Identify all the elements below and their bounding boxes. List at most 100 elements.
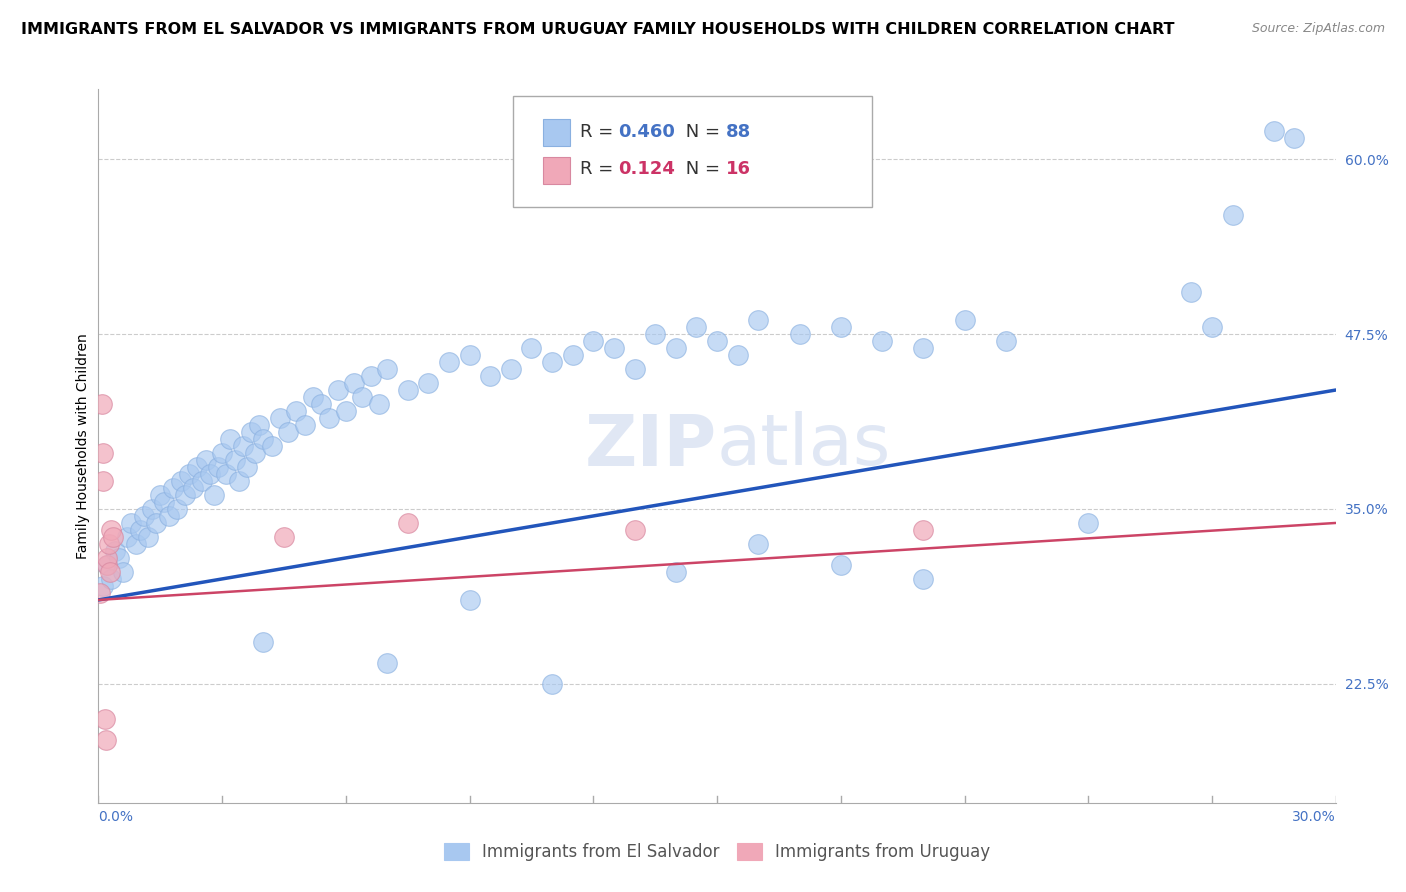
Point <box>665 341 688 355</box>
Point <box>912 572 935 586</box>
Point <box>94 732 117 747</box>
Point <box>747 313 769 327</box>
Point <box>224 453 246 467</box>
Point <box>479 369 502 384</box>
Point <box>541 677 564 691</box>
Point <box>198 467 221 481</box>
Point <box>132 508 155 523</box>
Text: R =: R = <box>579 161 619 178</box>
Point <box>207 460 229 475</box>
Point <box>179 467 201 481</box>
Text: IMMIGRANTS FROM EL SALVADOR VS IMMIGRANTS FROM URUGUAY FAMILY HOUSEHOLDS WITH CH: IMMIGRANTS FROM EL SALVADOR VS IMMIGRANT… <box>21 22 1174 37</box>
Point <box>1180 285 1202 299</box>
Point <box>499 362 522 376</box>
Point <box>1201 320 1223 334</box>
Point <box>162 481 184 495</box>
Point <box>665 565 688 579</box>
Point <box>236 460 259 475</box>
Point <box>93 712 115 726</box>
Text: R =: R = <box>579 123 619 141</box>
Text: ZIP: ZIP <box>585 411 717 481</box>
Point <box>603 341 626 355</box>
FancyBboxPatch shape <box>543 157 569 184</box>
Point <box>1284 131 1306 145</box>
Point <box>100 523 122 537</box>
Point <box>211 446 233 460</box>
Text: 0.460: 0.460 <box>619 123 675 141</box>
Point <box>418 376 440 390</box>
Point <box>252 635 274 649</box>
Point <box>541 355 564 369</box>
Point <box>136 530 159 544</box>
Point <box>706 334 728 348</box>
FancyBboxPatch shape <box>513 96 872 207</box>
Point <box>561 348 583 362</box>
Point <box>623 362 645 376</box>
Point <box>170 474 193 488</box>
Legend: Immigrants from El Salvador, Immigrants from Uruguay: Immigrants from El Salvador, Immigrants … <box>439 838 995 866</box>
Point <box>1077 516 1099 530</box>
Point <box>149 488 172 502</box>
Point <box>186 460 208 475</box>
Point <box>101 530 124 544</box>
Point <box>582 334 605 348</box>
Y-axis label: Family Households with Children: Family Households with Children <box>76 333 90 559</box>
Point <box>219 432 242 446</box>
Point <box>1222 208 1244 222</box>
Text: N =: N = <box>681 123 725 141</box>
Point <box>277 425 299 439</box>
Point <box>623 523 645 537</box>
Point <box>243 446 266 460</box>
Point <box>335 404 357 418</box>
Point <box>91 446 114 460</box>
Point <box>228 474 250 488</box>
Point <box>100 572 122 586</box>
Point <box>727 348 749 362</box>
Point <box>247 417 270 432</box>
Text: N =: N = <box>681 161 725 178</box>
Text: 0.124: 0.124 <box>619 161 675 178</box>
Point <box>240 425 263 439</box>
Point <box>396 516 419 530</box>
Point <box>309 397 332 411</box>
Point <box>953 313 976 327</box>
Point <box>747 537 769 551</box>
Point <box>153 495 176 509</box>
Point <box>685 320 707 334</box>
Point <box>1263 124 1285 138</box>
Point <box>97 537 120 551</box>
Point <box>912 341 935 355</box>
Point <box>166 502 188 516</box>
Point <box>285 404 308 418</box>
Point <box>375 656 398 670</box>
Point <box>174 488 197 502</box>
Point <box>141 502 163 516</box>
Text: 16: 16 <box>725 161 751 178</box>
Text: 0.0%: 0.0% <box>98 810 134 824</box>
Point <box>326 383 349 397</box>
Point <box>157 508 180 523</box>
Point <box>273 530 295 544</box>
Point <box>437 355 460 369</box>
Point <box>375 362 398 376</box>
Point <box>96 550 118 565</box>
Point <box>98 565 121 579</box>
Point <box>190 474 212 488</box>
Point <box>789 327 811 342</box>
Point <box>252 432 274 446</box>
Text: 88: 88 <box>725 123 751 141</box>
Point <box>181 481 204 495</box>
FancyBboxPatch shape <box>543 120 569 146</box>
Point <box>145 516 167 530</box>
Point <box>912 523 935 537</box>
Point <box>117 530 139 544</box>
Point <box>104 544 127 558</box>
Point <box>360 369 382 384</box>
Point <box>343 376 366 390</box>
Point <box>994 334 1017 348</box>
Point <box>260 439 283 453</box>
Point <box>458 348 481 362</box>
Point <box>120 516 142 530</box>
Point <box>90 397 112 411</box>
Point <box>644 327 666 342</box>
